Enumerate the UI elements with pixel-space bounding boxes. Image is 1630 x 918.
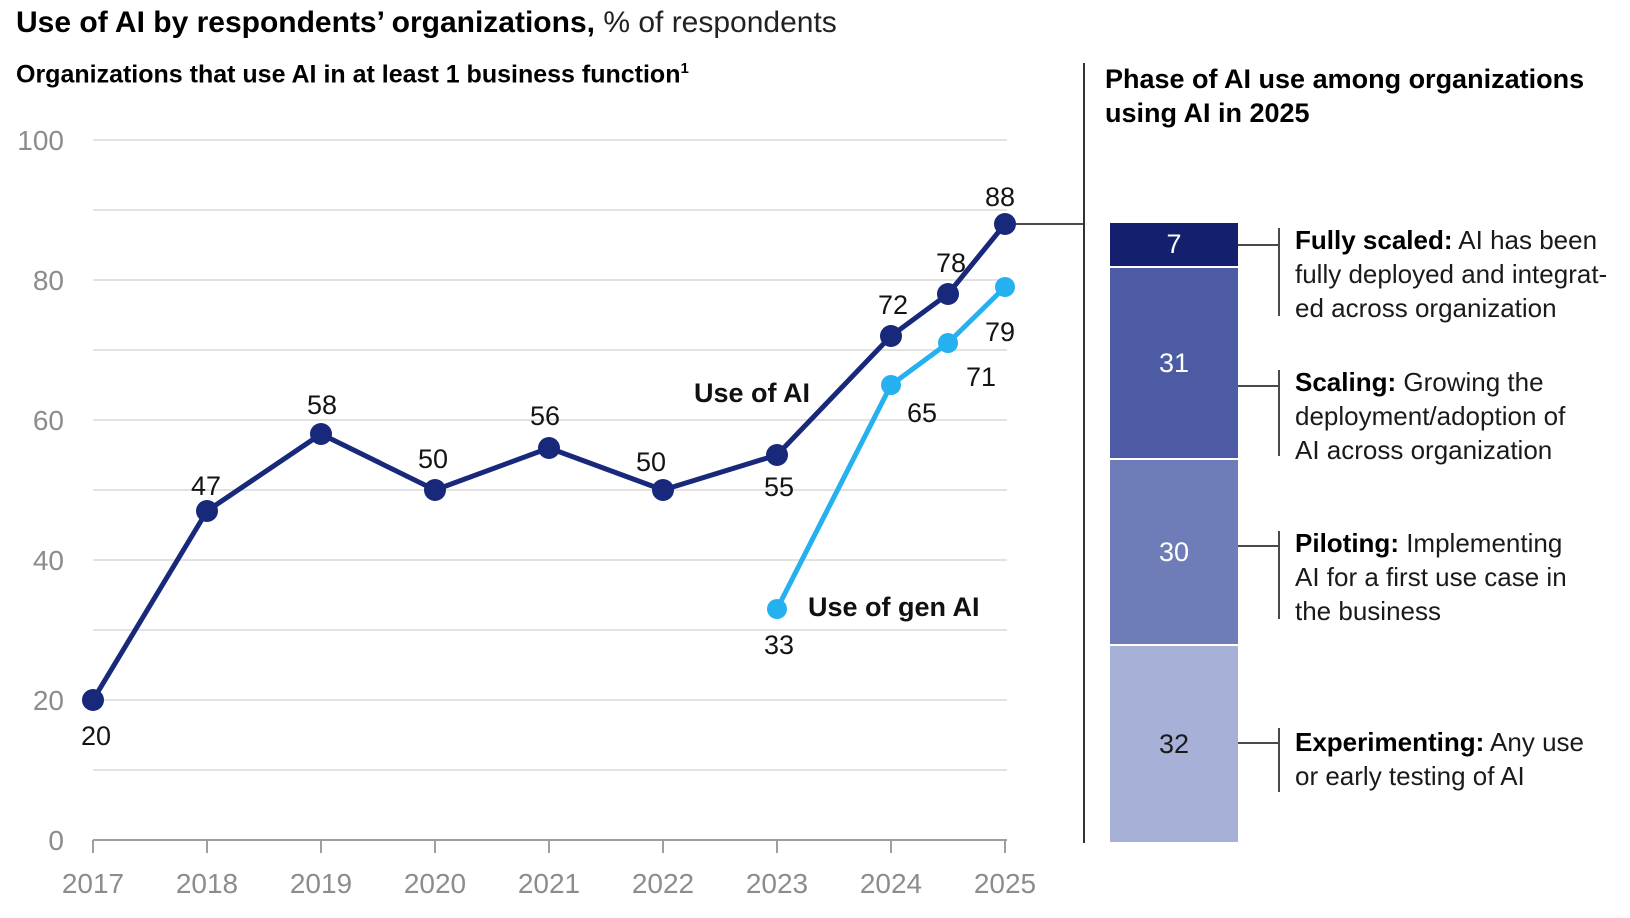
bar-segment-scaling: 31 <box>1110 266 1238 458</box>
footnote-superscript: 1 <box>680 60 689 77</box>
bar-segment-value: 7 <box>1166 229 1182 259</box>
y-tick-label: 0 <box>48 825 64 856</box>
phase-label-scaling: Scaling: Growing the deployment/adoption … <box>1295 367 1566 465</box>
data-point-label: 55 <box>764 472 794 502</box>
data-point-label: 72 <box>878 290 908 320</box>
data-point <box>937 283 959 305</box>
chart-subtitle: Organizations that use AI in at least 1 … <box>16 60 689 89</box>
data-point <box>652 479 674 501</box>
right-panel-title: Phase of AI use among organizations usin… <box>1105 62 1584 130</box>
data-point-label: 33 <box>764 630 794 660</box>
x-tick-label: 2023 <box>746 868 808 899</box>
right-panel-title-line1: Phase of AI use among organizations <box>1105 64 1585 94</box>
bar-segment-piloting: 30 <box>1110 458 1238 644</box>
data-point-label: 20 <box>81 721 111 751</box>
phase-term: Piloting: <box>1295 528 1399 558</box>
data-point <box>310 423 332 445</box>
data-point <box>196 500 218 522</box>
use-of-gen-ai-line <box>774 284 1008 612</box>
y-tick-label: 100 <box>17 125 64 156</box>
data-point-label: 79 <box>985 317 1015 347</box>
x-tick-label: 2018 <box>176 868 238 899</box>
data-point <box>424 479 446 501</box>
data-point <box>995 277 1015 297</box>
series-label-use-of-ai: Use of AI <box>694 378 811 408</box>
x-tick-label: 2024 <box>860 868 922 899</box>
data-point-label: 88 <box>985 182 1015 212</box>
data-point <box>881 375 901 395</box>
bar-segment-value: 32 <box>1158 728 1190 759</box>
x-tick-label: 2025 <box>974 868 1036 899</box>
x-tick-label: 2019 <box>290 868 352 899</box>
data-point <box>994 213 1016 235</box>
x-tick-label: 2020 <box>404 868 466 899</box>
data-point <box>767 599 787 619</box>
data-point <box>538 437 560 459</box>
data-point <box>880 325 902 347</box>
x-tick-label: 2022 <box>632 868 694 899</box>
data-point <box>766 444 788 466</box>
stacked-bar: 7 31 30 32 <box>1110 223 1238 842</box>
phase-term: Fully scaled: <box>1295 225 1453 255</box>
y-tick-label: 20 <box>33 685 64 716</box>
data-point <box>82 689 104 711</box>
data-point-label: 65 <box>907 398 937 428</box>
x-tick-label: 2021 <box>518 868 580 899</box>
y-tick-label: 60 <box>33 405 64 436</box>
data-point-label: 58 <box>307 390 337 420</box>
bar-segment-value: 31 <box>1158 347 1190 378</box>
page-title-bold: Use of AI by respondents’ organizations, <box>16 6 595 39</box>
page-title-unit: % of respondents <box>603 6 837 39</box>
phase-label-piloting: Piloting: Implementing AI for a first use… <box>1295 528 1567 626</box>
bar-segment-value: 30 <box>1158 536 1190 567</box>
y-tick-label: 80 <box>33 265 64 296</box>
data-point-label: 50 <box>418 444 448 474</box>
bar-segment-experimenting: 32 <box>1110 644 1238 842</box>
series-label-use-of-gen-ai: Use of gen AI <box>808 592 980 622</box>
phase-label-fully-scaled: Fully scaled: AI has been fully deployed … <box>1295 225 1608 323</box>
data-point-label: 50 <box>636 447 666 477</box>
phase-label-experimenting: Experimenting: Any use or early testing o… <box>1295 727 1584 791</box>
page-title: Use of AI by respondents’ organizations,… <box>16 6 837 40</box>
phase-term: Experimenting: <box>1295 727 1485 757</box>
right-panel-title-line2: using AI in 2025 <box>1105 98 1310 128</box>
use-of-ai-line <box>90 221 1008 703</box>
data-point-label: 71 <box>966 362 996 392</box>
data-point-label: 78 <box>936 248 966 278</box>
chart-subtitle-text: Organizations that use AI in at least 1 … <box>16 60 681 89</box>
phase-term: Scaling: <box>1295 367 1397 397</box>
data-point <box>938 333 958 353</box>
data-point-label: 56 <box>530 401 560 431</box>
y-tick-label: 40 <box>33 545 64 576</box>
bar-segment-fully-scaled: 7 <box>1110 223 1238 266</box>
data-point-label: 47 <box>191 471 221 501</box>
x-tick-label: 2017 <box>62 868 124 899</box>
